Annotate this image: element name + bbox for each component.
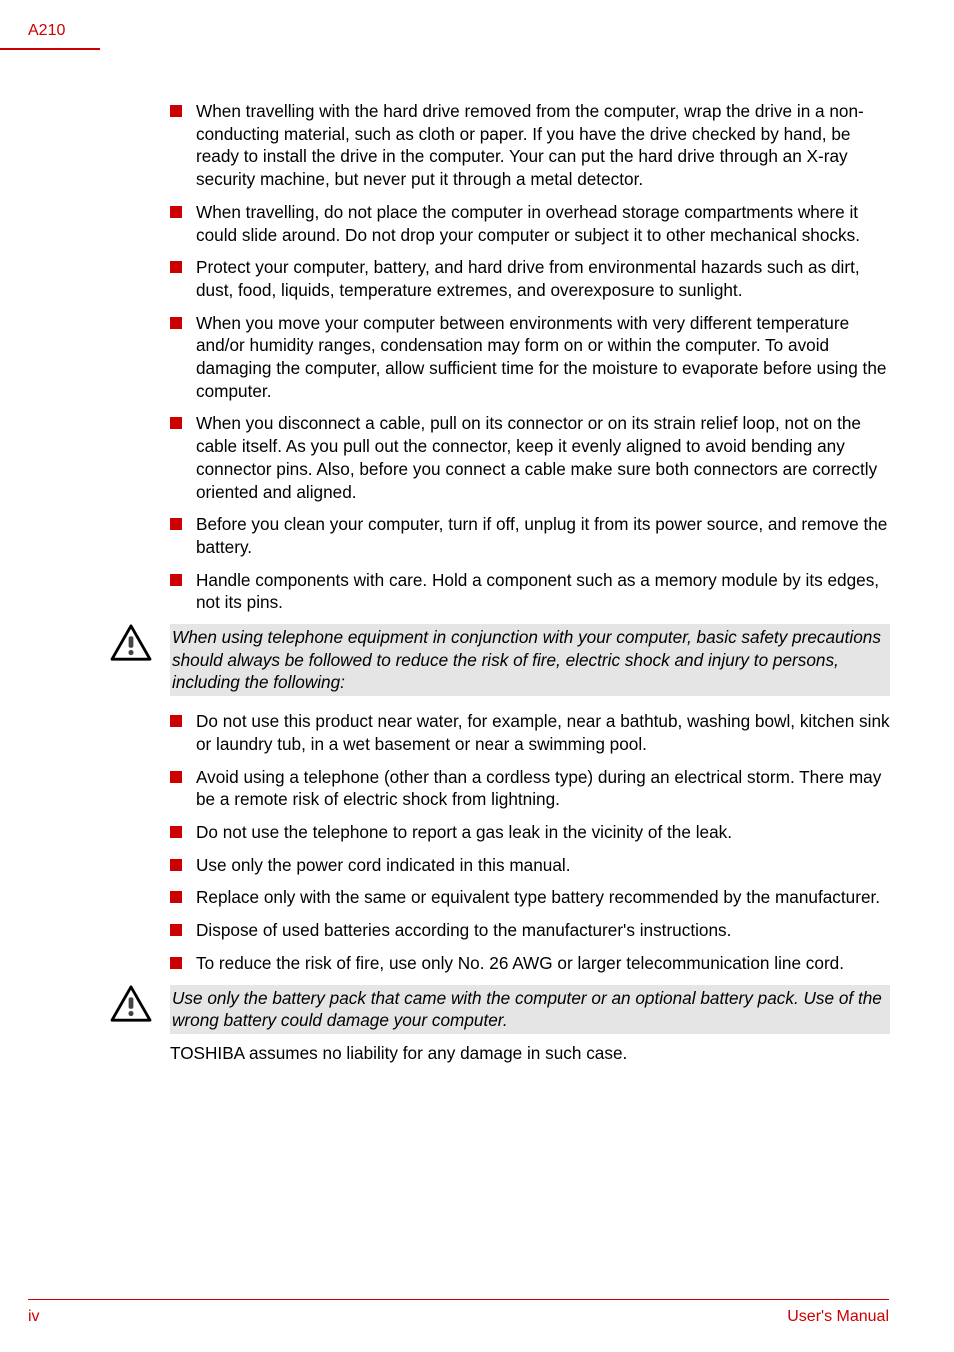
main-content: When travelling with the hard drive remo…: [170, 100, 890, 1073]
list-item: When you disconnect a cable, pull on its…: [170, 412, 890, 503]
bullet-icon: [170, 957, 182, 969]
bullet-icon: [170, 317, 182, 329]
list-item: When you move your computer between envi…: [170, 312, 890, 403]
bullet-text: Do not use this product near water, for …: [196, 710, 890, 755]
bullet-text: Replace only with the same or equivalent…: [196, 886, 880, 909]
warning-text: Use only the battery pack that came with…: [170, 985, 890, 1034]
bullet-icon: [170, 859, 182, 871]
bullet-text: Protect your computer, battery, and hard…: [196, 256, 890, 301]
list-item: Before you clean your computer, turn if …: [170, 513, 890, 558]
bullet-text: Dispose of used batteries according to t…: [196, 919, 731, 942]
footer-label: User's Manual: [787, 1308, 889, 1326]
bullet-text: When you disconnect a cable, pull on its…: [196, 412, 890, 503]
footer-rule: [28, 1299, 889, 1301]
warning-icon: [110, 624, 152, 662]
list-item: Dispose of used batteries according to t…: [170, 919, 890, 942]
footer-page-number: iv: [28, 1308, 40, 1326]
warning-block: Use only the battery pack that came with…: [110, 985, 890, 1034]
bullet-icon: [170, 826, 182, 838]
list-item: Do not use this product near water, for …: [170, 710, 890, 755]
bullet-icon: [170, 891, 182, 903]
warning-text: When using telephone equipment in conjun…: [170, 624, 890, 696]
list-item: When travelling with the hard drive remo…: [170, 100, 890, 191]
bullet-icon: [170, 417, 182, 429]
bullet-icon: [170, 924, 182, 936]
bullet-icon: [170, 105, 182, 117]
warning-icon: [110, 985, 152, 1023]
bullet-text: When travelling with the hard drive remo…: [196, 100, 890, 191]
bullet-icon: [170, 206, 182, 218]
bullet-icon: [170, 574, 182, 586]
closing-text: TOSHIBA assumes no liability for any dam…: [170, 1042, 890, 1065]
bullet-icon: [170, 261, 182, 273]
bullet-icon: [170, 715, 182, 727]
list-item: Handle components with care. Hold a comp…: [170, 569, 890, 614]
list-item: Do not use the telephone to report a gas…: [170, 821, 890, 844]
bullet-text: To reduce the risk of fire, use only No.…: [196, 952, 844, 975]
header-model: A210: [28, 22, 65, 40]
list-item: Avoid using a telephone (other than a co…: [170, 766, 890, 811]
list-item: Use only the power cord indicated in thi…: [170, 854, 890, 877]
bullet-text: When travelling, do not place the comput…: [196, 201, 890, 246]
bullet-text: Handle components with care. Hold a comp…: [196, 569, 890, 614]
bullet-icon: [170, 518, 182, 530]
bullet-text: Use only the power cord indicated in thi…: [196, 854, 571, 877]
list-item: Replace only with the same or equivalent…: [170, 886, 890, 909]
bullet-text: Do not use the telephone to report a gas…: [196, 821, 732, 844]
bullet-text: Avoid using a telephone (other than a co…: [196, 766, 890, 811]
header-rule: [0, 48, 100, 50]
list-item: To reduce the risk of fire, use only No.…: [170, 952, 890, 975]
list-item: Protect your computer, battery, and hard…: [170, 256, 890, 301]
list-item: When travelling, do not place the comput…: [170, 201, 890, 246]
bullet-text: Before you clean your computer, turn if …: [196, 513, 890, 558]
warning-block: When using telephone equipment in conjun…: [110, 624, 890, 696]
bullet-text: When you move your computer between envi…: [196, 312, 890, 403]
bullet-icon: [170, 771, 182, 783]
